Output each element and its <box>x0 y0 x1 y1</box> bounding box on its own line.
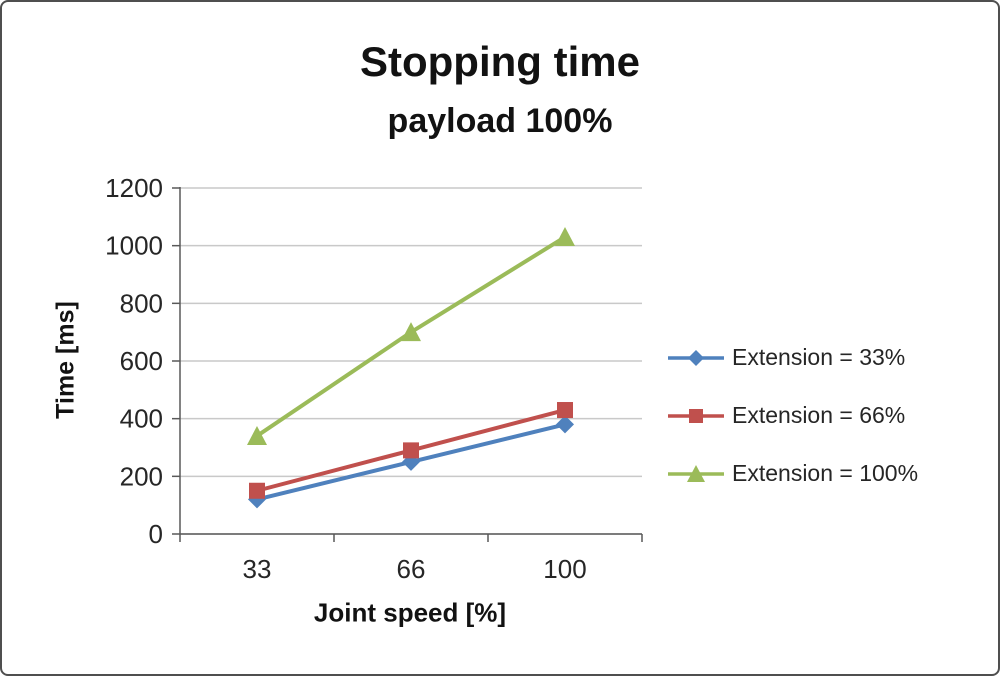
svg-text:1200: 1200 <box>105 173 163 203</box>
chart-subtitle: payload 100% <box>387 102 613 140</box>
svg-text:0: 0 <box>149 519 163 549</box>
legend: Extension = 33% Extension = 66% Extensio… <box>666 344 918 487</box>
svg-text:33: 33 <box>243 554 272 584</box>
legend-label: Extension = 100% <box>732 460 919 486</box>
y-axis-title: Time [ms] <box>51 301 80 419</box>
legend-triangle-marker-icon <box>668 464 724 482</box>
svg-text:800: 800 <box>120 288 163 318</box>
svg-text:600: 600 <box>120 346 163 376</box>
legend-label: Extension = 66% <box>732 402 906 428</box>
svg-text:1000: 1000 <box>105 231 163 261</box>
svg-text:400: 400 <box>120 404 163 434</box>
legend-diamond-marker-icon <box>668 349 724 366</box>
x-axis-title: Joint speed [%] <box>313 597 507 628</box>
legend-label: Extension = 33% <box>732 344 906 370</box>
svg-text:100: 100 <box>543 554 586 584</box>
legend-item: Extension = 66% <box>666 402 918 429</box>
svg-text:66: 66 <box>397 554 426 584</box>
chart-title: Stopping time <box>360 38 640 85</box>
svg-text:200: 200 <box>120 461 163 491</box>
legend-square-marker-icon <box>668 408 724 423</box>
legend-item: Extension = 33% <box>666 344 918 371</box>
legend-item: Extension = 100% <box>666 460 918 487</box>
